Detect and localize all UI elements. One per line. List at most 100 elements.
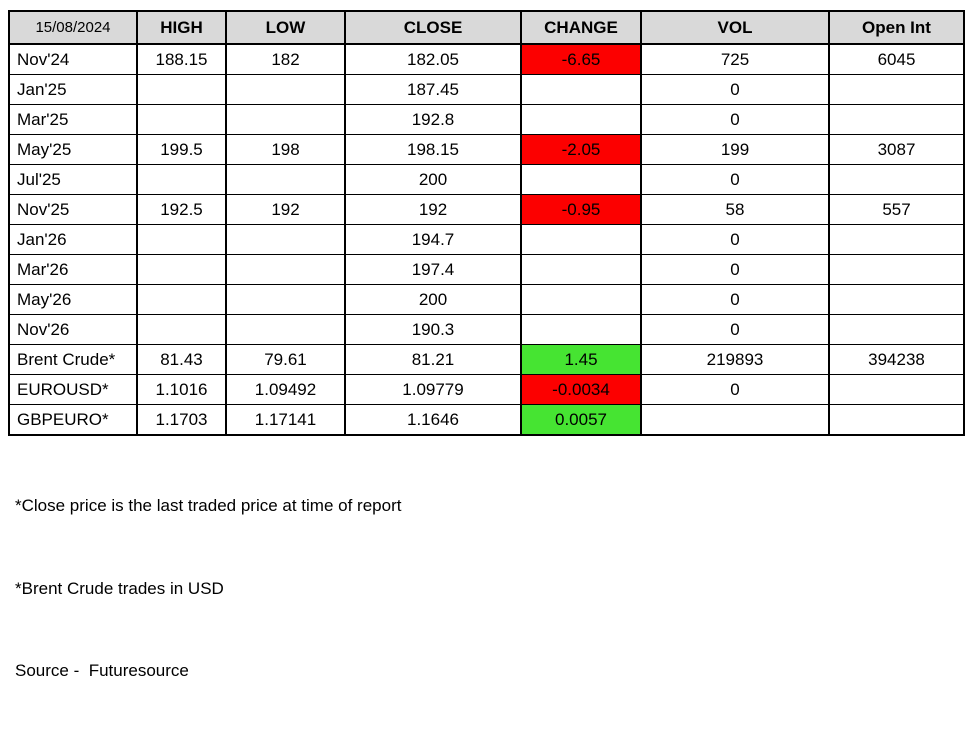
cell-label: Brent Crude* [8,344,138,375]
table-row: GBPEURO* 1.1703 1.17141 1.1646 0.0057 [8,404,965,436]
cell-vol: 0 [640,374,830,405]
cell-change: -6.65 [520,43,642,75]
cell-high [136,254,227,285]
cell-vol: 219893 [640,344,830,375]
cell-change [520,74,642,105]
cell-low [225,314,346,345]
cell-label: Jul'25 [8,164,138,195]
cell-label: Mar'26 [8,254,138,285]
cell-change [520,224,642,255]
cell-change [520,164,642,195]
footnote-source: Source - Futuresource [15,661,189,680]
cell-vol: 0 [640,164,830,195]
cell-low: 79.61 [225,344,346,375]
cell-vol [640,404,830,436]
cell-change: 1.45 [520,344,642,375]
cell-label: May'26 [8,284,138,315]
column-header-open-int: Open Int [828,10,965,45]
cell-low [225,104,346,135]
cell-low [225,284,346,315]
cell-high [136,104,227,135]
cell-label: Jan'25 [8,74,138,105]
cell-low: 1.17141 [225,404,346,436]
cell-open-int [828,164,965,195]
column-header-change: CHANGE [520,10,642,45]
cell-open-int: 3087 [828,134,965,165]
footnotes: *Close price is the last traded price at… [15,437,401,740]
cell-close: 81.21 [344,344,522,375]
cell-change [520,254,642,285]
cell-change: -0.95 [520,194,642,225]
cell-change: -0.0034 [520,374,642,405]
column-header-vol: VOL [640,10,830,45]
cell-close: 1.09779 [344,374,522,405]
cell-label: EUROUSD* [8,374,138,405]
cell-high [136,74,227,105]
cell-open-int: 557 [828,194,965,225]
cell-label: Jan'26 [8,224,138,255]
cell-open-int [828,284,965,315]
cell-label: May'25 [8,134,138,165]
column-header-high: HIGH [136,10,227,45]
cell-label: GBPEURO* [8,404,138,436]
cell-close: 192 [344,194,522,225]
column-header-close: CLOSE [344,10,522,45]
cell-close: 197.4 [344,254,522,285]
cell-low: 198 [225,134,346,165]
cell-high: 81.43 [136,344,227,375]
table-row: Brent Crude* 81.43 79.61 81.21 1.45 219893 394… [8,344,965,375]
cell-vol: 0 [640,74,830,105]
cell-low [225,254,346,285]
cell-open-int: 6045 [828,43,965,75]
cell-high [136,224,227,255]
cell-label: Mar'25 [8,104,138,135]
table-row: EUROUSD* 1.1016 1.09492 1.09779 -0.0034 0 [8,374,965,405]
cell-open-int [828,314,965,345]
cell-open-int: 394238 [828,344,965,375]
cell-vol: 199 [640,134,830,165]
cell-high [136,314,227,345]
cell-vol: 0 [640,224,830,255]
cell-high: 199.5 [136,134,227,165]
price-table: 15/08/2024 HIGH LOW CLOSE CHANGE VOL Ope… [8,10,965,436]
cell-open-int [828,254,965,285]
cell-change: 0.0057 [520,404,642,436]
table-row: May'25 199.5 198 198.15 -2.05 199 3087 [8,134,965,165]
table-row: Jan'25 187.45 0 [8,74,965,105]
cell-vol: 0 [640,254,830,285]
cell-high: 1.1703 [136,404,227,436]
cell-label: Nov'26 [8,314,138,345]
price-table-header: 15/08/2024 HIGH LOW CLOSE CHANGE VOL Ope… [8,10,965,45]
cell-close: 187.45 [344,74,522,105]
cell-open-int [828,74,965,105]
cell-change [520,284,642,315]
table-row: Mar'26 197.4 0 [8,254,965,285]
cell-low: 182 [225,43,346,75]
cell-open-int [828,374,965,405]
cell-low: 192 [225,194,346,225]
footnote-brent-crude: *Brent Crude trades in USD [15,578,224,598]
table-row: Mar'25 192.8 0 [8,104,965,135]
footnote-close-price: *Close price is the last traded price at… [15,496,402,515]
futures-price-report: 15/08/2024 HIGH LOW CLOSE CHANGE VOL Ope… [8,10,965,680]
cell-close: 194.7 [344,224,522,255]
table-row: Jan'26 194.7 0 [8,224,965,255]
cell-label: Nov'24 [8,43,138,75]
cell-open-int [828,224,965,255]
cell-vol: 725 [640,43,830,75]
cell-high [136,164,227,195]
cell-vol: 0 [640,104,830,135]
report-date: 15/08/2024 [8,10,138,45]
cell-high: 192.5 [136,194,227,225]
header-row: 15/08/2024 HIGH LOW CLOSE CHANGE VOL Ope… [8,10,965,45]
cell-close: 182.05 [344,43,522,75]
cell-vol: 58 [640,194,830,225]
cell-open-int [828,104,965,135]
table-row: Jul'25 200 0 [8,164,965,195]
cell-open-int [828,404,965,436]
cell-change [520,314,642,345]
column-header-low: LOW [225,10,346,45]
cell-high: 1.1016 [136,374,227,405]
cell-change: -2.05 [520,134,642,165]
table-row: May'26 200 0 [8,284,965,315]
